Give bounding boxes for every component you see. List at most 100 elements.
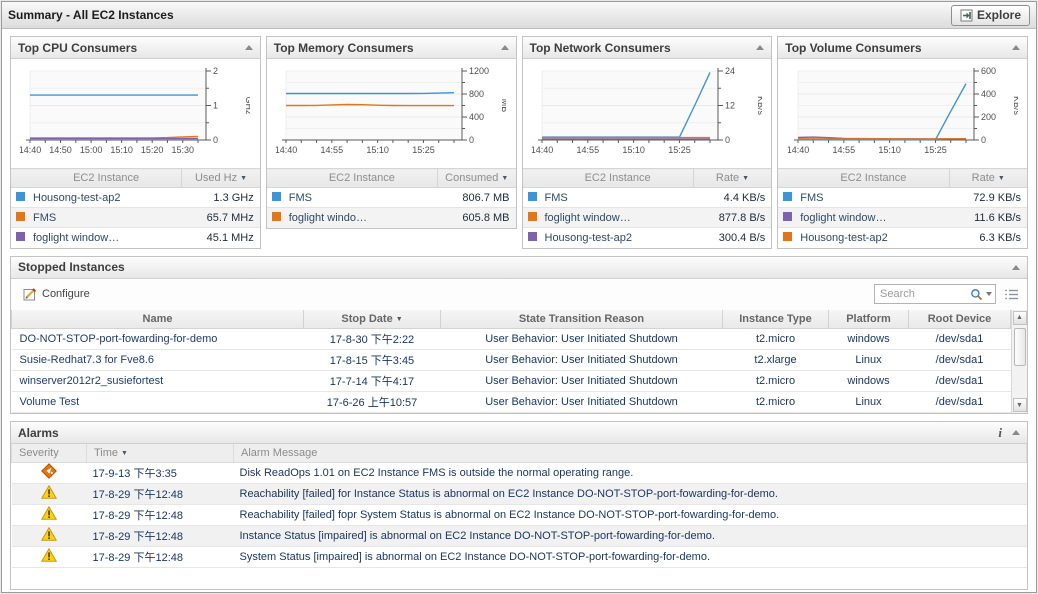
col-platform[interactable]: Platform [828, 309, 909, 329]
instance-name-link[interactable]: foglight windo… [286, 207, 438, 228]
svg-text:14:50: 14:50 [50, 145, 73, 155]
svg-text:0: 0 [469, 135, 474, 145]
list-item[interactable]: Housong-test-ap2 300.4 B/s [522, 227, 772, 248]
customizer-icon[interactable] [1004, 288, 1019, 301]
network-consumers-table: EC2 Instance Rate ▼ FMS 4.4 KB/s foglight w… [522, 168, 772, 248]
panel-header[interactable]: Top CPU Consumers [11, 37, 260, 59]
instance-name-link[interactable]: Volume Test [11, 391, 304, 413]
alarm-row[interactable]: 17-8-29 下午12:48 Reachability [failed] fop… [11, 504, 1027, 526]
state-transition-reason: User Behavior: User Initiated Shutdown [440, 391, 723, 413]
instance-name-link[interactable]: Susie-Redhat7.3 for Fve8.6 [11, 349, 304, 371]
svg-text:15:20: 15:20 [141, 145, 164, 155]
collapse-arrow-icon[interactable] [1012, 45, 1020, 50]
panel-header[interactable]: Alarms i [11, 422, 1027, 444]
panel-header[interactable]: Top Memory Consumers [266, 37, 516, 59]
col-ec2-instance[interactable]: EC2 Instance [542, 168, 694, 188]
instance-name-link[interactable]: FMS [542, 187, 694, 208]
col-severity[interactable]: Severity [11, 444, 87, 463]
list-item[interactable]: Housong-test-ap2 6.3 KB/s [778, 227, 1027, 248]
col-stop-date[interactable]: Stop Date ▼ [303, 309, 441, 329]
col-root-device[interactable]: Root Device [908, 309, 1011, 329]
scroll-down-button[interactable]: ▼ [1012, 398, 1027, 412]
instance-name-link[interactable]: Housong-test-ap2 [798, 227, 949, 248]
search-options-caret-icon[interactable] [986, 292, 992, 296]
table-row[interactable]: Volume Test 17-6-26 上午10:57 User Behavior:… [11, 391, 1011, 413]
collapse-arrow-icon[interactable] [500, 45, 509, 50]
list-item[interactable]: foglight windo… 605.8 MB [266, 207, 516, 228]
col-state-transition-reason[interactable]: State Transition Reason [440, 309, 723, 329]
collapse-arrow-icon[interactable] [244, 45, 253, 50]
list-item[interactable]: FMS 4.4 KB/s [522, 187, 772, 208]
scroll-up-button[interactable]: ▲ [1012, 310, 1027, 325]
collapse-arrow-icon[interactable] [1012, 430, 1020, 435]
instance-name-link[interactable]: winserver2012r2_susiefortest [11, 370, 304, 392]
instance-name-link[interactable]: foglight window… [542, 207, 694, 228]
severity-cell[interactable] [11, 525, 87, 547]
vertical-scrollbar[interactable]: ▲ ▼ [1011, 309, 1027, 413]
configure-label: Configure [42, 288, 90, 300]
svg-text:15:10: 15:10 [111, 145, 134, 155]
swatch-column-header [778, 168, 799, 188]
severity-cell[interactable] [11, 462, 87, 484]
instance-name-link[interactable]: Housong-test-ap2 [31, 187, 182, 208]
instance-name-link[interactable]: Housong-test-ap2 [542, 227, 694, 248]
col-alarm-message[interactable]: Alarm Message [233, 444, 1027, 463]
explore-button[interactable]: Explore [950, 4, 1030, 26]
alarm-row[interactable]: 17-8-29 下午12:48 System Status [impaired] … [11, 546, 1027, 568]
col-used-hz[interactable]: Used Hz ▼ [181, 168, 260, 188]
alarm-message: Reachability [failed] fopr System Status… [233, 504, 1027, 526]
col-time[interactable]: Time ▼ [86, 444, 234, 463]
list-item[interactable]: foglight window… 45.1 MHz [11, 227, 260, 248]
severity-cell[interactable] [11, 504, 87, 526]
panel-header[interactable]: Stopped Instances [11, 256, 1027, 279]
panel-header[interactable]: Top Volume Consumers [778, 37, 1027, 59]
panel-header[interactable]: Top Network Consumers [522, 37, 772, 59]
svg-text:KB/s: KB/s [1012, 96, 1018, 116]
svg-text:15:25: 15:25 [412, 145, 435, 155]
col-rate[interactable]: Rate ▼ [692, 168, 772, 188]
search-icon[interactable] [970, 288, 983, 301]
memory-consumers-table: EC2 Instance Consumed ▼ FMS 806.7 MB foglig… [266, 168, 516, 228]
alarm-time: 17-8-29 下午12:48 [86, 525, 234, 547]
collapse-arrow-icon[interactable] [1012, 264, 1020, 270]
col-consumed[interactable]: Consumed ▼ [437, 168, 516, 188]
svg-text:15:25: 15:25 [668, 145, 691, 155]
warning-icon [40, 547, 58, 562]
list-item[interactable]: FMS 806.7 MB [266, 187, 516, 208]
col-rate[interactable]: Rate ▼ [948, 168, 1027, 188]
col-instance-type[interactable]: Instance Type [722, 309, 829, 329]
list-item[interactable]: Housong-test-ap2 1.3 GHz [11, 187, 260, 208]
instance-name-link[interactable]: FMS [798, 187, 949, 208]
panel-alarms: Alarms i Severity Time ▼ Alarm Message 17… [10, 421, 1028, 590]
alarm-row[interactable]: 17-8-29 下午12:48 Instance Status [impaired… [11, 525, 1027, 547]
list-item[interactable]: foglight window… 877.8 B/s [522, 207, 772, 228]
table-row[interactable]: Susie-Redhat7.3 for Fve8.6 17-8-15 下午3:45… [11, 349, 1011, 371]
severity-cell[interactable] [11, 483, 87, 505]
col-ec2-instance[interactable]: EC2 Instance [798, 168, 949, 188]
configure-button[interactable]: Configure [19, 285, 94, 303]
swatch-column-header [11, 168, 31, 188]
severity-cell[interactable] [11, 546, 87, 568]
alarm-row[interactable]: 17-9-13 下午3:35 Disk ReadOps 1.01 on EC2 I… [11, 462, 1027, 484]
instance-name-link[interactable]: foglight window… [798, 207, 949, 228]
table-row[interactable]: winserver2012r2_susiefortest 17-7-14 下午4:… [11, 370, 1011, 392]
explore-label: Explore [976, 8, 1021, 22]
instance-name-link[interactable]: FMS [31, 207, 182, 228]
list-item[interactable]: foglight window… 11.6 KB/s [778, 207, 1027, 228]
info-icon[interactable]: i [998, 425, 1002, 440]
instance-name-link[interactable]: DO-NOT-STOP-port-fowarding-for-demo [11, 328, 304, 350]
alarm-row[interactable]: 17-8-29 下午12:48 Reachability [failed] for… [11, 483, 1027, 505]
col-ec2-instance[interactable]: EC2 Instance [31, 168, 182, 188]
collapse-arrow-icon[interactable] [756, 45, 765, 50]
instance-name-link[interactable]: FMS [286, 187, 438, 208]
col-ec2-instance[interactable]: EC2 Instance [286, 168, 438, 188]
list-item[interactable]: FMS 72.9 KB/s [778, 187, 1027, 208]
list-item[interactable]: FMS 65.7 MHz [11, 207, 260, 228]
scrollbar-thumb[interactable] [1013, 327, 1026, 366]
instance-name-link[interactable]: foglight window… [31, 227, 182, 248]
table-row[interactable]: DO-NOT-STOP-port-fowarding-for-demo 17-8-… [11, 328, 1011, 350]
col-name[interactable]: Name [11, 309, 304, 329]
search-input[interactable] [880, 288, 970, 300]
svg-text:14:55: 14:55 [832, 145, 855, 155]
